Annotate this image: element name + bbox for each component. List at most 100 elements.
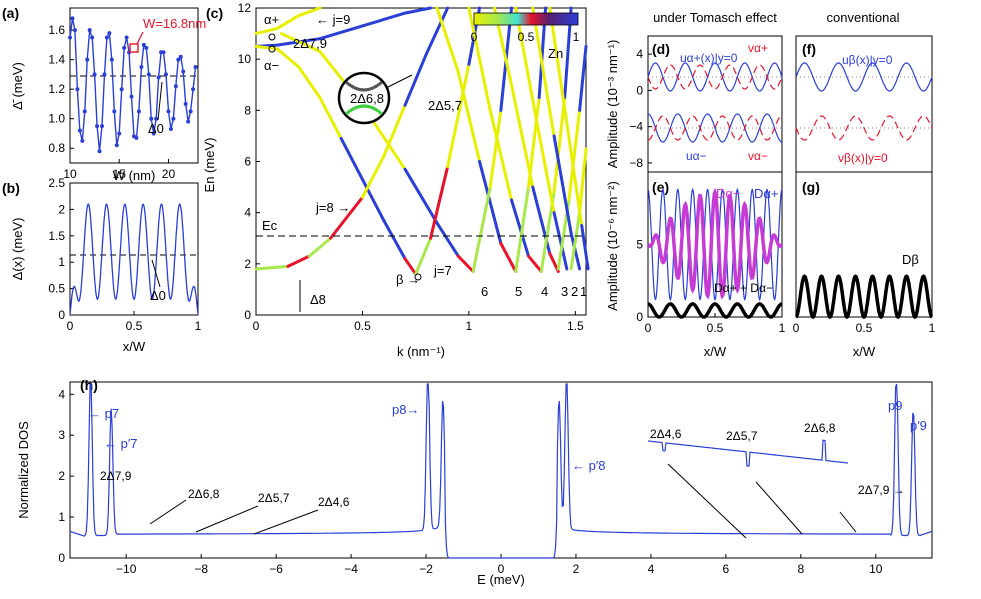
inset-curve-top — [345, 80, 383, 92]
band-6-seg-1 — [456, 70, 482, 163]
dos-inset-line — [647, 439, 849, 467]
annotation-d0-b: Δ0 — [150, 288, 166, 303]
data-point-a-3 — [75, 87, 80, 92]
label-j9: ← j=9 — [316, 12, 350, 27]
label-p8b: ← p′8 — [572, 458, 606, 473]
data-point-a-40 — [166, 109, 171, 114]
xtick-label-c-2: 1 — [466, 319, 473, 333]
ytick-label-a-4: 1.6 — [48, 23, 65, 37]
data-point-a-29 — [139, 65, 144, 70]
band-3-seg-5 — [382, 103, 407, 158]
label-n1: 1 — [580, 284, 587, 299]
xtick-label-h-10: 10 — [869, 562, 883, 576]
marker-alpha-plus — [268, 33, 276, 41]
ytick-label-h-2: 2 — [58, 469, 65, 483]
data-point-a-48 — [186, 119, 191, 124]
xtick-label-g-1: 0.5 — [856, 321, 873, 335]
label-u-alpha-minus: uα− — [686, 149, 707, 163]
heading-tomasch: under Tomasch effect — [653, 10, 777, 25]
data-point-a-36 — [156, 75, 161, 80]
band-8-seg-3 — [527, 254, 543, 274]
xtick-label-h-4: −2 — [419, 562, 433, 576]
dos-line — [69, 383, 933, 559]
band-8-seg-0 — [467, 6, 492, 112]
band-14-seg-0 — [531, 6, 556, 138]
band-5-seg-0 — [414, 236, 433, 276]
data-point-a-13 — [100, 124, 104, 129]
v-beta-line — [795, 115, 933, 141]
ylabel-a: Δ̄ (meV) — [10, 62, 25, 110]
ytick-label-b-5: 2.5 — [48, 176, 65, 190]
band-13-seg-2 — [578, 44, 588, 112]
band-12-seg-1 — [535, 121, 556, 215]
panel-f: (f) uβ(x)|y=0 vβ(x)|y=0 — [795, 35, 933, 173]
data-point-a-22 — [122, 45, 127, 50]
series-line-a — [69, 18, 197, 152]
d-sum-line — [647, 302, 783, 319]
label-alpha-minus: α− — [264, 58, 279, 73]
band-2-seg-1 — [275, 47, 301, 69]
ytick-label-d-1: −4 — [629, 120, 643, 134]
u-alpha-plus-line — [647, 62, 783, 92]
label-n3: 3 — [561, 284, 568, 299]
inset-curve-bottom — [345, 104, 383, 116]
label-p9: p9 — [888, 398, 902, 413]
band-7-seg-1 — [488, 108, 503, 189]
data-point-a-45 — [178, 54, 183, 59]
data-point-a-27 — [134, 135, 139, 140]
band-2-seg-4 — [339, 136, 364, 181]
xtick-label-a-0: 10 — [63, 167, 77, 181]
label-inset-gap-68: 2Δ6,8 — [804, 421, 836, 435]
xtick-label-h-9: 8 — [797, 562, 804, 576]
xtick-label-c-0: 0 — [253, 319, 260, 333]
arrow-d0-b — [151, 259, 161, 288]
label-v-beta: vβ(x)|y=0 — [838, 151, 888, 165]
xtick-label-g-2: 1 — [929, 321, 936, 335]
band-2-seg-6 — [382, 218, 407, 261]
xtick-label-a-2: 20 — [162, 167, 176, 181]
label-d57: 2Δ5,7 — [428, 98, 462, 113]
ylabel-d: Amplitude (10⁻³ nm⁻¹) — [605, 40, 620, 169]
band-0-seg-0 — [254, 26, 279, 36]
ylabel-c: En (meV) — [202, 138, 217, 193]
band-3-seg-1 — [286, 254, 311, 268]
band-2-seg-0 — [254, 44, 279, 51]
panel-label-c: (c) — [206, 5, 223, 21]
arrow-gap-68 — [149, 499, 187, 525]
data-point-a-32 — [146, 72, 151, 77]
u-beta-line — [795, 62, 933, 92]
colorbar-tick-0: 0 — [471, 30, 478, 44]
data-point-a-49 — [188, 109, 193, 114]
data-point-a-31 — [144, 45, 149, 50]
band-12-seg-2 — [552, 211, 569, 271]
band-9-seg-0 — [514, 185, 531, 274]
band-2-seg-7 — [403, 257, 418, 276]
data-point-a-19 — [114, 143, 119, 148]
data-point-a-33 — [149, 116, 154, 121]
band-15-seg-1 — [578, 147, 588, 215]
band-11-seg-1 — [552, 96, 567, 194]
ytick-label-e-1: 5 — [636, 238, 643, 252]
ytick-label-a-1: 1.0 — [48, 112, 65, 126]
label-n4: 4 — [541, 284, 548, 299]
d-alpha-plus-line — [647, 187, 783, 302]
arrow-gap-57 — [195, 505, 259, 533]
band-10-seg-1 — [509, 83, 535, 189]
label-inset-gap-46: 2Δ4,6 — [650, 427, 682, 441]
label-j7: j=7 — [433, 263, 452, 278]
panel-label-a: (a) — [2, 5, 19, 21]
band-4-seg-5 — [456, 254, 475, 274]
ytick-label-a-0: 0.8 — [48, 141, 65, 155]
data-point-a-43 — [173, 84, 178, 89]
label-d-alpha-minus: Dα− — [716, 186, 741, 201]
band-4-seg-4 — [435, 221, 460, 258]
band-16-seg-2 — [580, 223, 590, 271]
xtick-label-b-1: 0.5 — [126, 319, 143, 333]
xlabel-b: x/W — [123, 339, 146, 354]
band-3-seg-6 — [403, 52, 428, 107]
data-point-a-12 — [97, 149, 102, 154]
annotation-d0-a: Δ0 — [148, 121, 164, 136]
data-point-a-15 — [104, 35, 109, 40]
ytick-label-b-2: 1 — [58, 255, 65, 269]
